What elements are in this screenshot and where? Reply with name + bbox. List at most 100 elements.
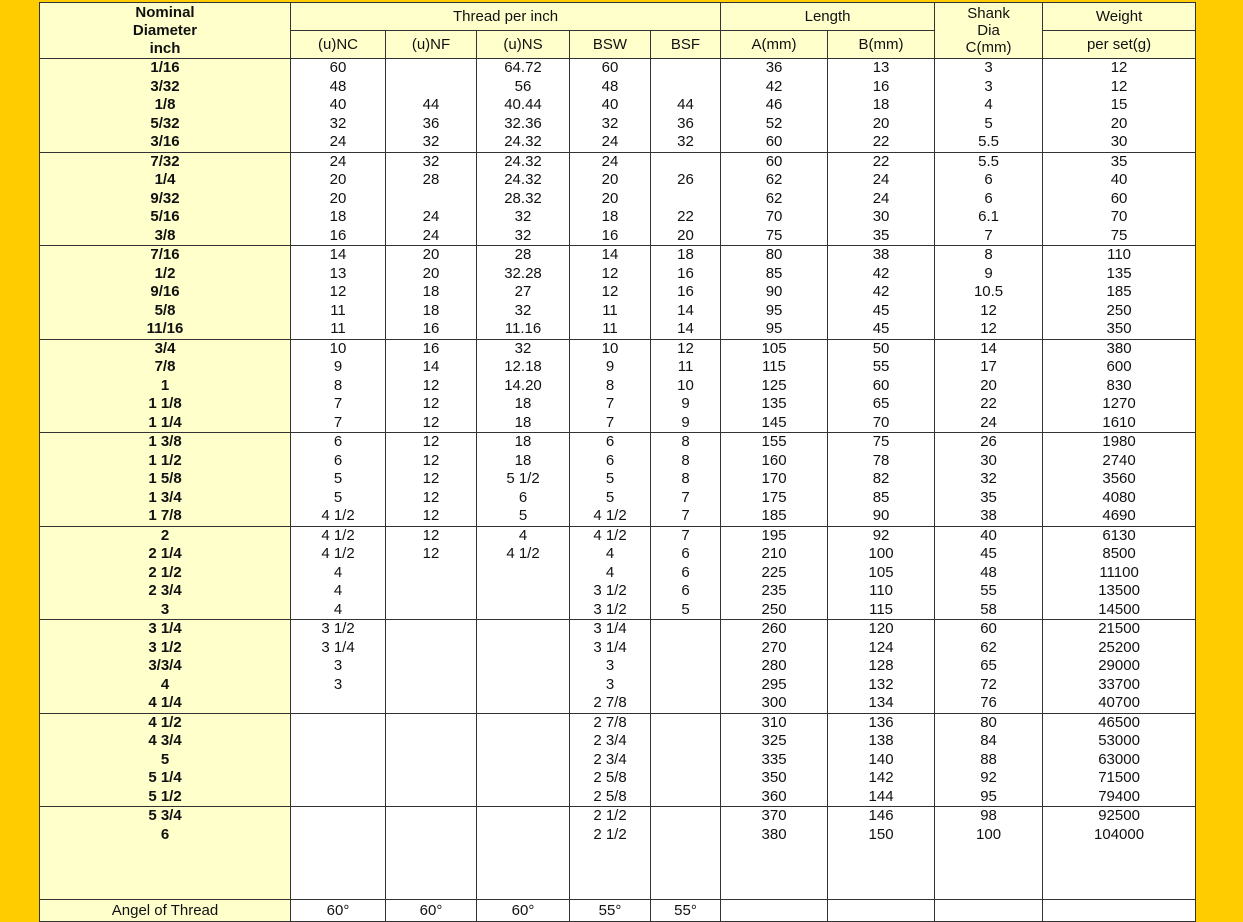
cell-value: 28 <box>514 246 532 263</box>
cell-value: 32 <box>677 133 694 150</box>
table-cell: 80 84 88 92 95 <box>934 712 1044 807</box>
cell-value: 16 <box>872 77 890 95</box>
cell-value: 3 <box>984 77 993 95</box>
nominal-diameter-value: 5 1/4 <box>148 769 182 786</box>
cell-value: 2 7/8 <box>593 713 627 731</box>
angle-value <box>934 899 1044 922</box>
table-cell: 36 42 46 52 60 <box>720 58 829 153</box>
table-cell: 60 62 65 72 76 <box>934 619 1044 714</box>
cell-value <box>651 657 720 676</box>
cell-value <box>477 714 569 733</box>
cell-value <box>651 694 720 713</box>
cell-value: 13500 <box>1098 582 1140 599</box>
cell-value: 135 <box>1106 264 1132 282</box>
cell-value: 5 <box>605 470 615 487</box>
nominal-diameter-value: 3/32 <box>150 77 180 95</box>
header-uns: (u)NS <box>476 30 570 59</box>
table-cell: 380 600 830 1270 1610 <box>1042 338 1197 433</box>
cell-value: 12 <box>1110 59 1128 76</box>
table-cell: 2 7/8 2 3/4 2 3/4 2 5/8 2 5/8 <box>569 712 651 807</box>
table-cell: 3/4 7/8 1 1 1/8 1 1/4 <box>39 338 291 433</box>
cell-value: 7 <box>333 413 343 431</box>
table-cell <box>385 712 477 807</box>
table-cell: 40 45 48 55 58 <box>934 525 1044 620</box>
header-text: C(mm) <box>965 39 1012 56</box>
cell-value: 6.1 <box>978 208 999 225</box>
cell-value: 18 <box>514 433 532 450</box>
cell-value: 26 <box>980 433 997 450</box>
cell-value: 24 <box>872 189 890 207</box>
cell-value: 270 <box>761 638 787 656</box>
cell-value: 295 <box>761 675 787 693</box>
table-cell: 10 9 8 7 7 <box>290 338 386 433</box>
cell-value <box>651 78 720 97</box>
cell-value: 11 <box>330 320 346 337</box>
cell-value: 2 1/2 <box>593 825 627 843</box>
table-cell: 24 20 20 18 16 <box>569 151 651 246</box>
cell-value: 7 <box>605 413 615 431</box>
nominal-diameter-value: 7/16 <box>150 246 180 263</box>
cell-value: 5 <box>518 507 528 524</box>
cell-value: 25200 <box>1098 638 1140 656</box>
cell-value <box>477 769 569 788</box>
cell-value: 16 <box>677 283 694 300</box>
cell-value: 36 <box>422 114 440 132</box>
cell-value: 40.44 <box>504 96 542 113</box>
table-cell: 12 12 15 20 30 <box>1042 58 1197 153</box>
cell-value: 335 <box>761 750 787 768</box>
header-text: inch <box>149 39 181 57</box>
nominal-diameter-value: 5 1/2 <box>148 787 182 805</box>
nominal-diameter-value: 1 1/8 <box>148 395 182 412</box>
cell-value: 4 1/2 <box>593 526 627 544</box>
cell-value: 70 <box>765 208 783 225</box>
nominal-diameter-value: 5/16 <box>150 208 180 225</box>
cell-value: 98 <box>980 807 997 824</box>
cell-value: 3560 <box>1102 470 1136 487</box>
cell-value: 13 <box>329 264 347 282</box>
cell-value: 12 <box>422 507 440 524</box>
header-length-a: A(mm) <box>720 30 829 59</box>
cell-value: 140 <box>868 750 894 768</box>
cell-value: 3 <box>333 657 343 674</box>
cell-value: 27 <box>514 283 532 300</box>
cell-value: 42 <box>872 283 890 300</box>
table-cell: 12 11 10 9 9 <box>649 338 722 433</box>
cell-value: 2 5/8 <box>593 787 627 805</box>
table-cell <box>290 806 386 900</box>
header-bsf: BSF <box>649 30 722 59</box>
cell-value <box>651 751 720 770</box>
cell-value: 42 <box>872 264 890 282</box>
cell-value: 8500 <box>1102 545 1136 562</box>
table-cell: 46500 53000 63000 71500 79400 <box>1042 712 1197 807</box>
cell-value: 40700 <box>1098 694 1140 711</box>
cell-value: 20 <box>872 114 890 132</box>
nominal-diameter-value: 6 <box>160 825 170 843</box>
cell-value <box>651 639 720 658</box>
cell-value: 60 <box>329 59 347 76</box>
nominal-diameter-value: 4 3/4 <box>148 732 182 749</box>
cell-value: 50 <box>872 339 890 357</box>
cell-value: 105 <box>868 563 894 581</box>
nominal-diameter-value: 1/16 <box>150 59 180 76</box>
cell-value <box>477 826 569 845</box>
cell-value: 4 <box>605 563 615 581</box>
table-cell: 92500 104000 <box>1042 806 1197 900</box>
cell-value: 3 1/2 <box>321 620 355 637</box>
nominal-diameter-value: 9/16 <box>150 283 180 300</box>
table-cell: 18 18 5 1/2 6 5 <box>476 432 570 527</box>
cell-value: 24.32 <box>504 133 542 150</box>
cell-value: 145 <box>761 413 787 431</box>
cell-value: 17 <box>980 358 997 375</box>
cell-value: 80 <box>980 713 997 731</box>
cell-value <box>477 639 569 658</box>
cell-value: 13 <box>872 59 890 76</box>
table-cell: 14 17 20 22 24 <box>934 338 1044 433</box>
cell-value: 84 <box>980 732 997 749</box>
cell-value: 18 <box>422 301 440 319</box>
header-thread-per-inch: Thread per inch <box>289 2 722 31</box>
table-cell: 3 1/4 3 1/4 3 3 2 7/8 <box>569 619 651 714</box>
table-cell: 75 78 82 85 90 <box>827 432 936 527</box>
cell-value: 76 <box>980 694 997 711</box>
cell-value <box>386 788 476 807</box>
cell-value: 12 <box>422 395 440 412</box>
